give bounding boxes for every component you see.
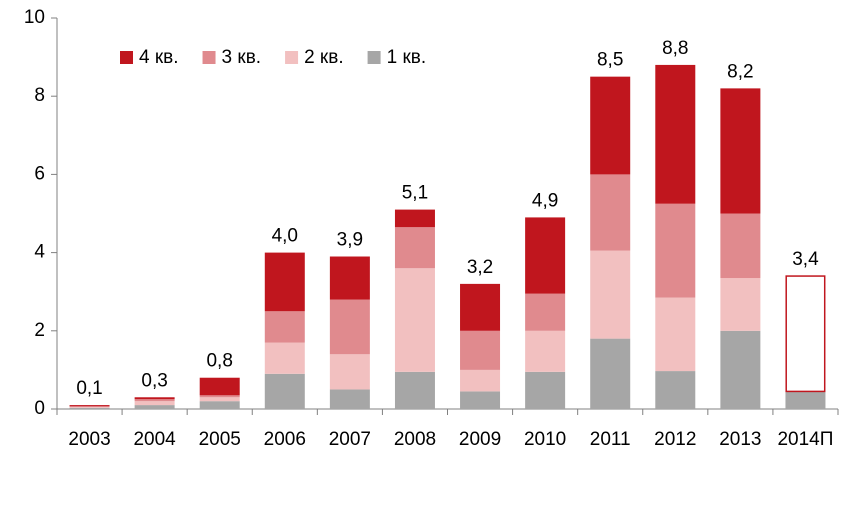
bar-segment [394, 227, 435, 269]
data-label: 0,1 [76, 378, 102, 399]
bar-segment [329, 354, 370, 390]
data-label: 0,8 [206, 351, 232, 372]
y-tick-label: 8 [34, 85, 45, 106]
bar-segment [264, 342, 305, 374]
x-tick-label: 2013 [719, 429, 761, 450]
bar-segment [525, 330, 566, 372]
data-label: 3,9 [337, 230, 363, 251]
data-label: 5,1 [402, 183, 428, 204]
y-tick-label: 0 [34, 398, 45, 419]
x-tick-label: 2003 [68, 429, 110, 450]
bar-segment [525, 293, 566, 331]
bar-segment [720, 88, 761, 214]
x-tick-label: 2008 [394, 429, 436, 450]
data-label: 4,9 [532, 190, 558, 211]
bar-segment [655, 371, 696, 409]
x-tick-label: 2006 [264, 429, 306, 450]
legend-swatch [367, 51, 381, 64]
bar-segment [264, 311, 305, 343]
bar-segment [590, 338, 631, 409]
bar-segment [460, 391, 501, 409]
bar-segment [69, 407, 110, 408]
bar-segment [394, 209, 435, 228]
bar-segment [720, 213, 761, 279]
bar-segment [460, 369, 501, 392]
bar-segment [199, 401, 240, 409]
bar-segment [394, 371, 435, 409]
x-tick-label: 2010 [524, 429, 566, 450]
x-tick-label: 2004 [133, 429, 176, 450]
x-tick-label: 2007 [329, 429, 371, 450]
legend-label: 3 кв. [222, 47, 262, 68]
legend-swatch [202, 51, 216, 64]
legend-label: 1 кв. [387, 47, 427, 68]
y-tick-label: 4 [34, 242, 45, 263]
bar-segment [329, 389, 370, 409]
y-tick-label: 2 [34, 320, 45, 341]
data-label: 3,4 [792, 249, 819, 270]
x-tick-label: 2012 [654, 429, 696, 450]
data-label: 8,8 [662, 38, 688, 59]
data-label: 8,5 [597, 50, 623, 71]
bar-segment [134, 397, 175, 400]
bar-segment [655, 297, 696, 372]
bar-segment [460, 330, 501, 370]
data-label: 8,2 [727, 61, 753, 82]
x-tick-label: 2011 [590, 429, 631, 450]
y-tick-label: 6 [34, 163, 45, 184]
bar-segment [264, 373, 305, 409]
bar-segment [720, 330, 761, 409]
bar-segment [329, 256, 370, 300]
x-tick-label: 2005 [199, 429, 241, 450]
bar-segment [525, 217, 566, 294]
bar-segment [199, 397, 240, 402]
bar-segment [69, 406, 110, 408]
bar-segment [199, 395, 240, 398]
bar-segment [329, 299, 370, 355]
bar-segment [525, 371, 566, 409]
bar-segment [69, 407, 110, 409]
y-tick-label: 10 [24, 7, 45, 28]
bar-segment [394, 268, 435, 372]
x-tick-label: 2009 [459, 429, 501, 450]
bar-segment [590, 76, 631, 175]
legend-swatch [120, 51, 133, 64]
x-tick-label: 2014П [777, 429, 833, 450]
forecast-bar [785, 275, 826, 393]
bar-segment [264, 252, 305, 312]
data-label: 0,3 [141, 370, 167, 391]
bar-segment [199, 377, 240, 396]
bar-segment [655, 203, 696, 298]
bar-segment [720, 278, 761, 331]
legend-swatch [285, 51, 299, 64]
data-label: 4,0 [272, 226, 298, 247]
bar-segment [590, 250, 631, 339]
bar-segment [134, 401, 175, 406]
bar-segment [69, 405, 110, 407]
bar-segment [460, 283, 501, 331]
bar-segment [134, 405, 175, 409]
bar-segment [655, 64, 696, 204]
bar-segment [590, 174, 631, 251]
legend-label: 4 кв. [139, 47, 179, 68]
bar-segment [134, 399, 175, 402]
data-label: 3,2 [467, 257, 493, 278]
legend-label: 2 кв. [304, 47, 344, 68]
bar-segment [785, 391, 826, 409]
